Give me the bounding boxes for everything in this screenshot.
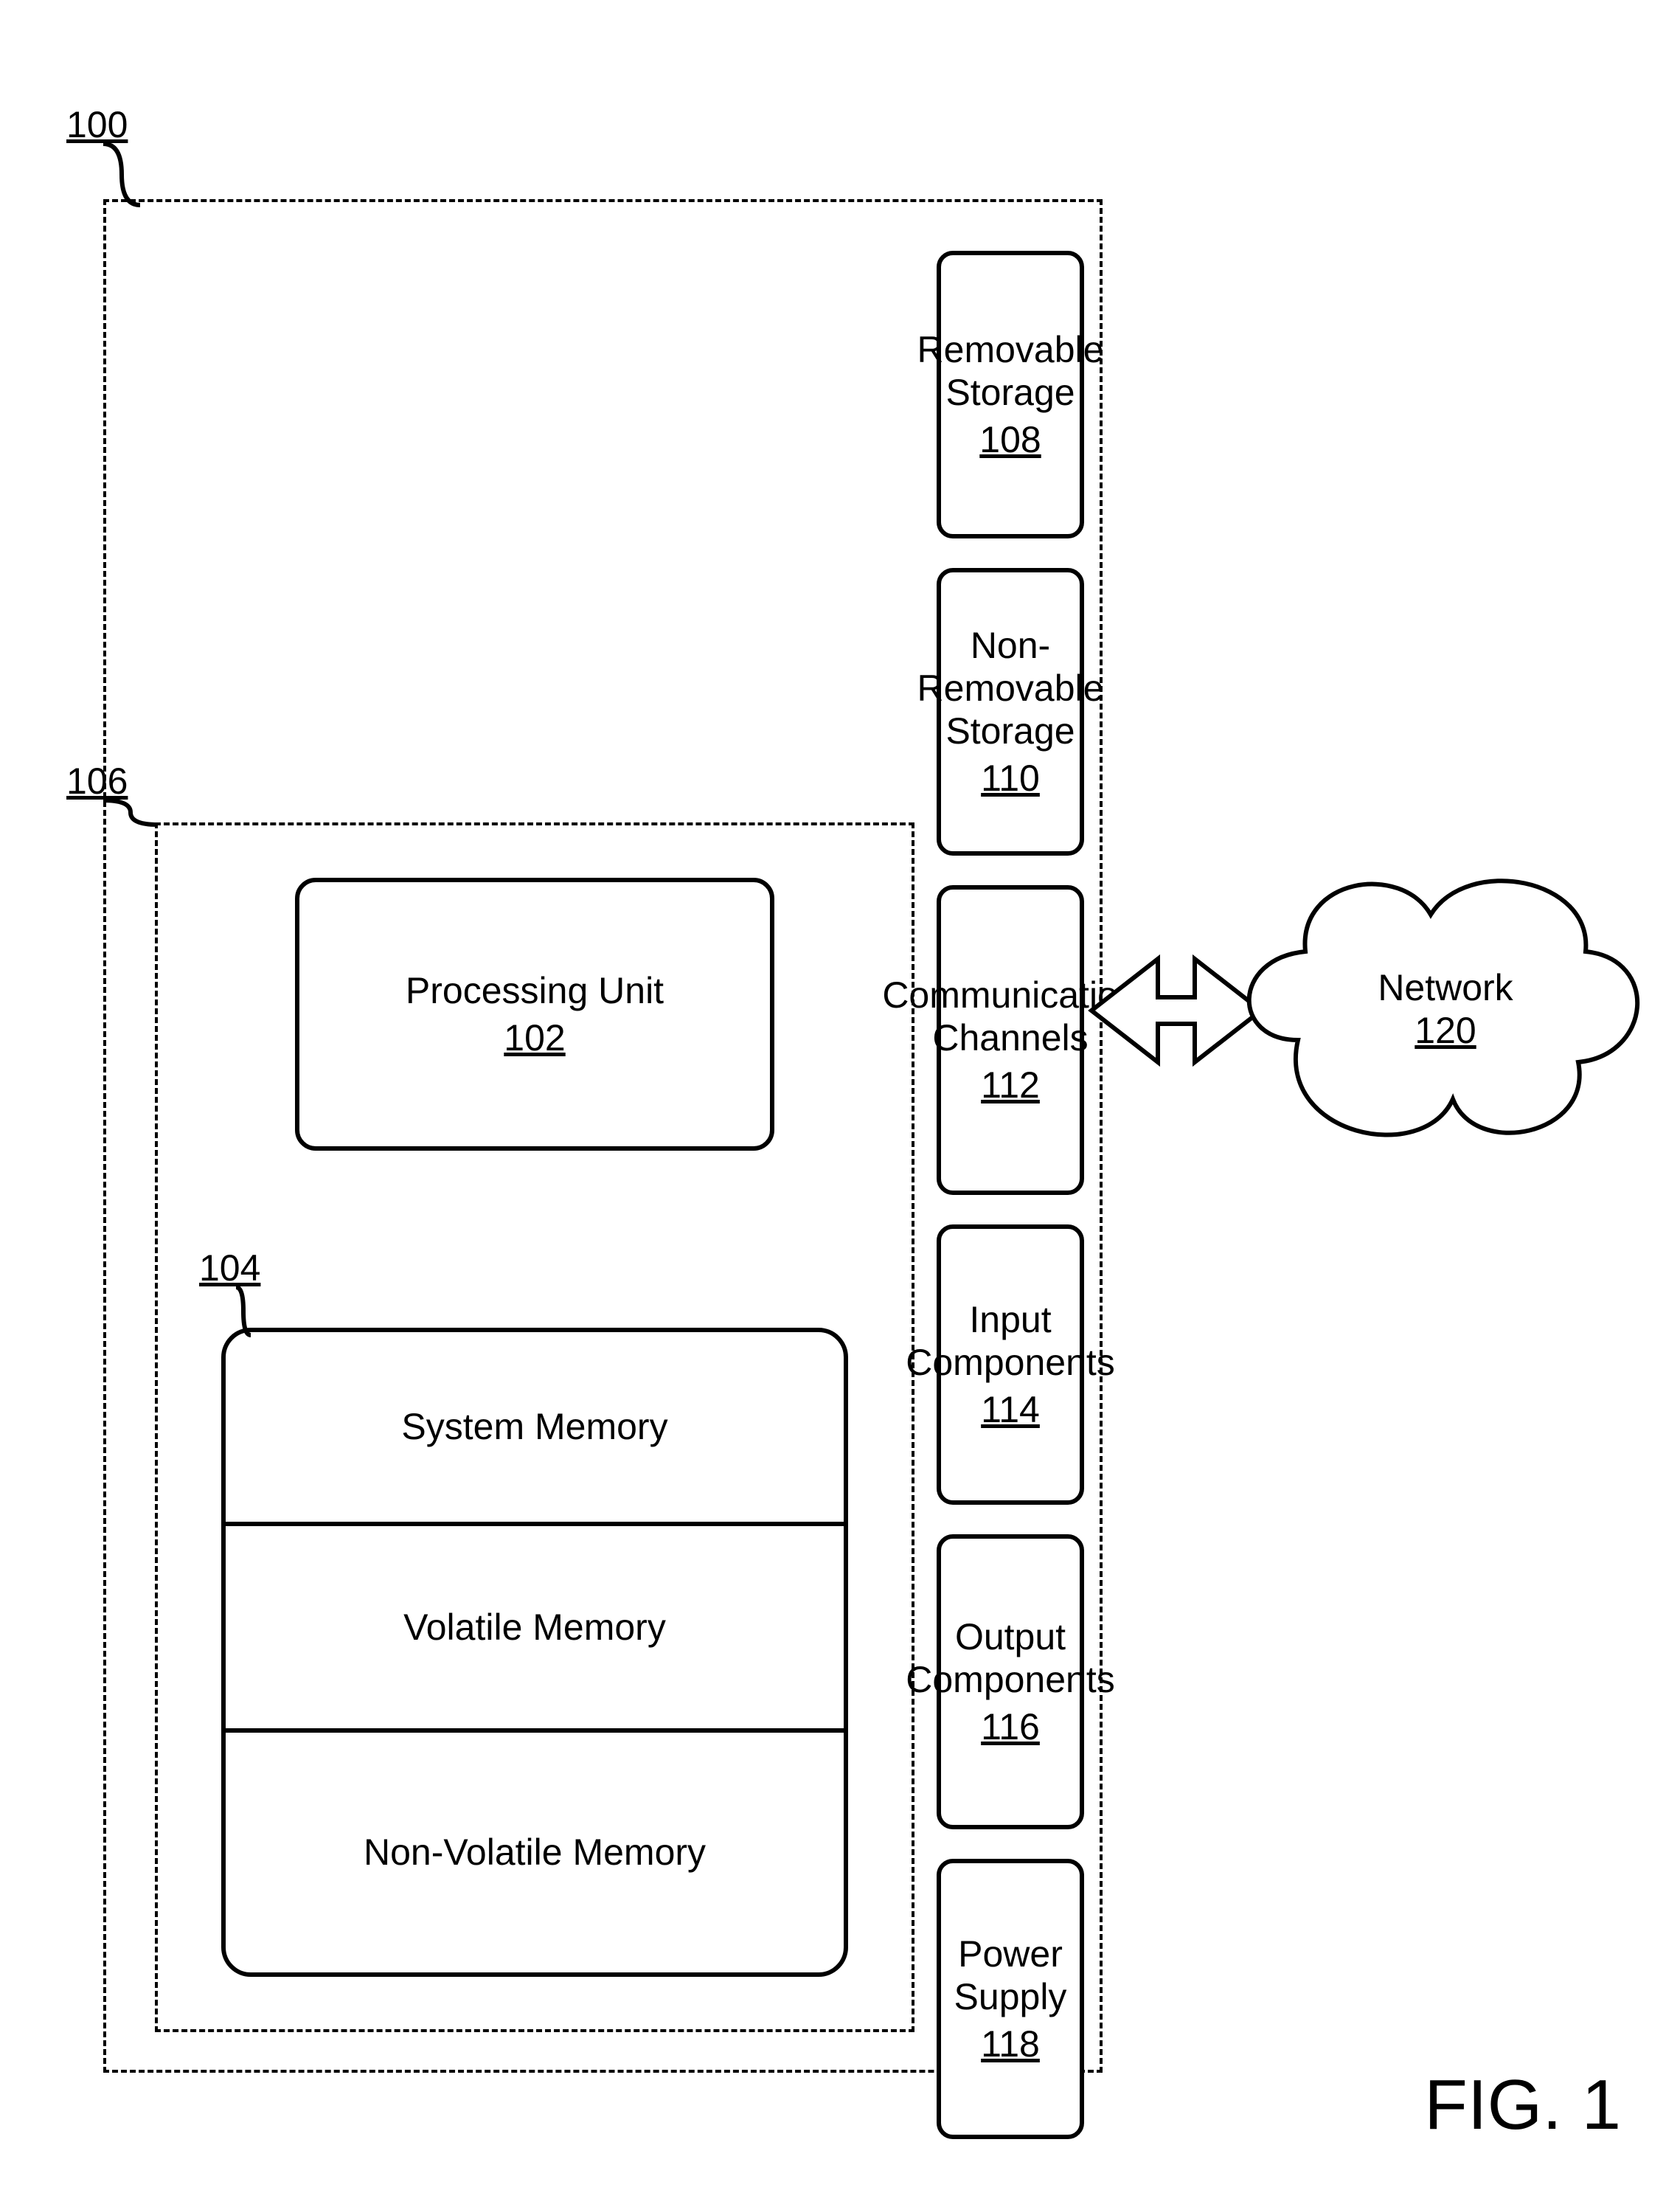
outer-ref: 100 (66, 103, 128, 146)
network-connection (0, 0, 1680, 2190)
memory-ref: 104 (199, 1247, 260, 1289)
figure-caption: FIG. 1 (1424, 2065, 1621, 2146)
memory-leader (236, 1287, 251, 1335)
network-label-text: Network (1378, 967, 1513, 1008)
diagram-canvas: Processing Unit102System MemoryVolatile … (0, 0, 1680, 2190)
bidirectional-arrow (1091, 959, 1261, 1062)
inner-ref: 106 (66, 760, 128, 803)
outer-leader (103, 144, 140, 205)
inner-leader (103, 800, 158, 825)
network-label: Network120 (1342, 966, 1549, 1052)
network-ref: 120 (1415, 1010, 1476, 1051)
